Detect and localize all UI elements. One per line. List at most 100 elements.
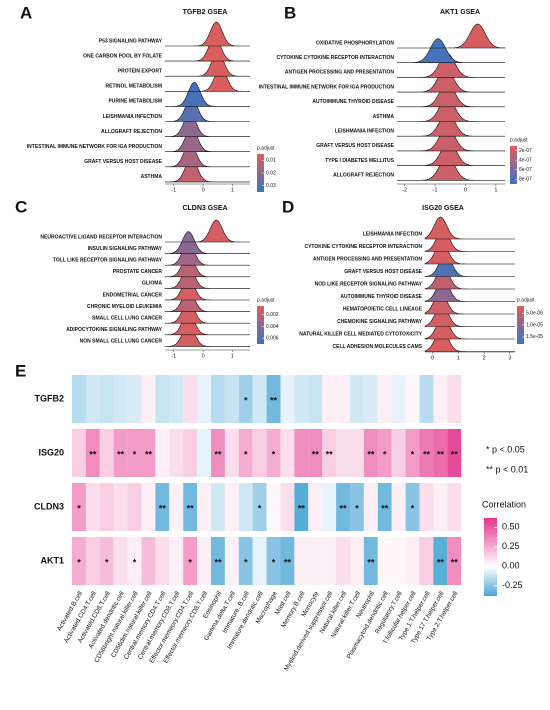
significance-star: * <box>244 449 248 459</box>
legend-tick-label: 4e-07 <box>519 158 532 164</box>
pathway-label: AUTOIMMUNE THYROID DISEASE <box>340 294 422 300</box>
x-tick-label: 0 <box>202 353 205 359</box>
heat-cell <box>113 483 128 531</box>
heat-cell <box>72 537 86 585</box>
heat-cell <box>99 537 114 585</box>
significance-star: ** <box>214 449 222 459</box>
ridge <box>397 23 506 49</box>
heat-cell <box>391 429 406 477</box>
heat-cell <box>280 375 295 423</box>
legend-title: p.adjust <box>517 297 535 303</box>
ridge <box>165 21 250 47</box>
heat-cell <box>322 483 337 531</box>
ridge <box>164 112 250 137</box>
heat-cell <box>238 483 253 531</box>
heat-cell <box>113 429 128 477</box>
heat-cell <box>294 483 309 531</box>
heat-cell <box>169 537 184 585</box>
heat-cell <box>224 429 239 477</box>
heat-cell <box>224 537 239 585</box>
heat-cell <box>197 483 211 531</box>
ridge <box>397 38 505 63</box>
legend-tick-label: 1.0e-05 <box>526 322 543 328</box>
pathway-label: RETINOL METABOLISM <box>106 84 162 90</box>
pathway-label: CYTOKINE CYTOKINE RECEPTOR INTERACTION <box>304 244 422 250</box>
significance-star: ** <box>187 503 195 513</box>
heat-cell <box>266 537 281 585</box>
significance-star: ** <box>437 557 445 567</box>
pathway-label: CYTOKINE CYTOKINE RECEPTOR INTERACTION <box>276 55 394 61</box>
pathway-label: INTESTINAL IMMUNE NETWORK FOR IGA PRODUC… <box>27 144 163 150</box>
heat-cell <box>197 375 211 423</box>
heat-cell <box>127 375 142 423</box>
heat-cell <box>447 483 462 531</box>
significance-star: ** <box>326 449 334 459</box>
heat-cell <box>405 483 420 531</box>
heat-cell <box>155 375 170 423</box>
ridge-panel: C CLDN3 GSEA NEUROACTIVE LIGAND RECEPTOR I… <box>15 197 279 359</box>
x-tick-label: -2 <box>402 187 407 193</box>
legend-title: p.adjust <box>510 137 528 143</box>
heat-cell <box>127 537 142 585</box>
legend-tick-label: 0.002 <box>266 312 279 318</box>
significance-star: ** <box>298 503 306 513</box>
heat-cell <box>377 537 392 585</box>
pathway-label: ONE CARBON POOL BY FOLATE <box>83 53 163 59</box>
heat-cell <box>433 375 448 423</box>
ridge-panel: B AKT1 GSEA OXIDATIVE PHOSPHORYLATION CYTOK… <box>259 3 532 193</box>
heat-cell <box>141 429 156 477</box>
heat-cell <box>72 429 86 477</box>
heat-cell <box>183 375 198 423</box>
heat-cell <box>419 375 434 423</box>
ridge <box>164 242 250 266</box>
significance-star: ** <box>367 557 375 567</box>
pathway-label: NON SMALL CELL LUNG CANCER <box>80 339 163 345</box>
heat-cell <box>294 429 309 477</box>
significance-star: * <box>383 449 387 459</box>
heat-cell <box>447 537 462 585</box>
heat-cell <box>224 483 239 531</box>
heat-cell <box>447 429 462 477</box>
significance-legend: ** p < 0.01 <box>486 464 528 474</box>
significance-legend: * p < 0.05 <box>486 444 525 454</box>
heat-cell <box>211 537 225 585</box>
legend-tick-label: 0.01 <box>266 158 276 164</box>
heat-cell <box>405 537 420 585</box>
heat-cell <box>363 483 378 531</box>
heat-cell <box>336 483 350 531</box>
heat-cell <box>363 537 378 585</box>
heat-cell <box>350 537 364 585</box>
legend-colorbar <box>257 306 264 344</box>
pathway-label: ALLOGRAFT REJECTION <box>333 173 394 179</box>
heat-cell <box>308 537 323 585</box>
heat-cell <box>377 375 392 423</box>
legend-tick-label: 8e-07 <box>519 177 532 183</box>
legend-tick-label: 1.5e-05 <box>526 334 543 340</box>
significance-star: ** <box>340 503 348 513</box>
heat-cell <box>141 537 156 585</box>
pathway-label: AUTOIMMUNE THYROID DISEASE <box>312 99 394 105</box>
heat-cell <box>127 483 142 531</box>
panel-title: CLDN3 GSEA <box>182 205 227 212</box>
heat-cell <box>72 375 86 423</box>
pathway-label: LEISHMANIA INFECTION <box>363 231 423 237</box>
heat-cell <box>266 429 281 477</box>
pathway-label: CELL ADHESION MOLECULES CAMS <box>333 344 423 350</box>
heat-cell <box>447 375 462 423</box>
ridge <box>165 157 250 183</box>
panel-letter: B <box>284 3 296 22</box>
heat-cell <box>294 537 309 585</box>
pathway-label: GRAFT VERSUS HOST DISEASE <box>84 159 162 165</box>
pathway-label: TYPE I DIABETES MELLITUS <box>325 158 395 164</box>
x-tick-label: 0 <box>464 187 467 193</box>
heat-cell <box>391 375 406 423</box>
legend-tick-label: 0.03 <box>266 183 276 189</box>
panel-title: ISG20 GSEA <box>422 205 464 212</box>
legend-title: Correlation <box>482 499 526 509</box>
x-tick-label: 0 <box>202 187 205 193</box>
pathway-label: OXIDATIVE PHOSPHORYLATION <box>316 40 394 46</box>
ridge <box>165 82 250 107</box>
legend-tick-label: 0.50 <box>502 522 520 532</box>
heat-cell <box>252 429 267 477</box>
